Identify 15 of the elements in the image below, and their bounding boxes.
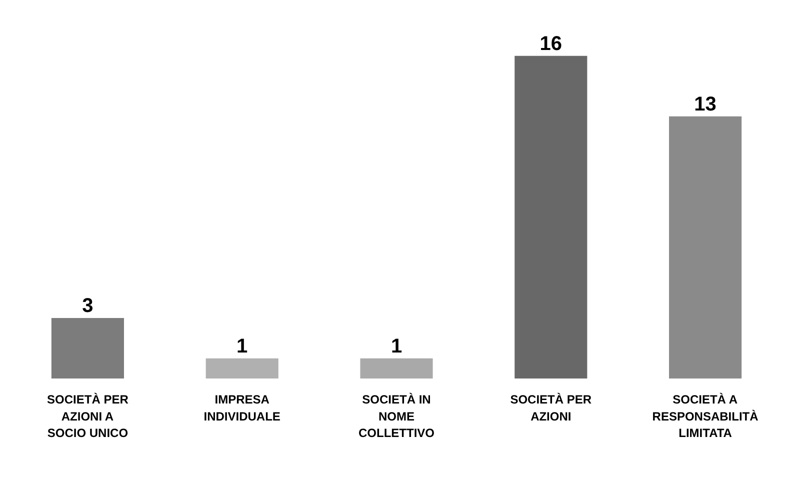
data-label: 16: [540, 32, 562, 55]
data-label: 13: [694, 93, 716, 116]
bar: [669, 116, 742, 378]
bar: [514, 56, 588, 378]
x-tick-label: SOCIETÀ PER AZIONI: [510, 392, 592, 424]
data-label: 1: [236, 335, 248, 358]
x-tick-label: IMPRESA INDIVIDUALE: [204, 392, 280, 424]
data-label: 3: [82, 295, 94, 317]
bar: [360, 358, 433, 378]
data-label: 1: [390, 335, 402, 358]
bar: [51, 318, 124, 378]
x-tick-label: SOCIETÀ PER AZIONI A SOCIO UNICO: [47, 392, 129, 440]
x-tick-label: SOCIETÀ IN NOME COLLETTIVO: [358, 392, 434, 440]
x-tick-label: SOCIETÀ A RESPONSABILITÀ LIMITATA: [652, 392, 759, 440]
bar: [206, 358, 278, 378]
